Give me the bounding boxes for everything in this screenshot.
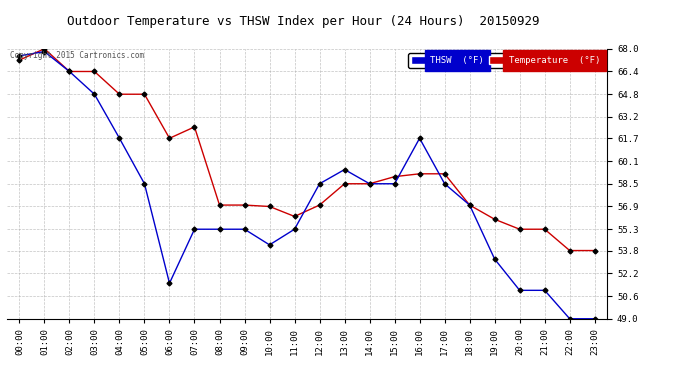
Text: Copyright 2015 Cartronics.com: Copyright 2015 Cartronics.com <box>10 51 144 60</box>
Legend: THSW  (°F), Temperature  (°F): THSW (°F), Temperature (°F) <box>408 53 602 68</box>
Text: Outdoor Temperature vs THSW Index per Hour (24 Hours)  20150929: Outdoor Temperature vs THSW Index per Ho… <box>68 15 540 28</box>
